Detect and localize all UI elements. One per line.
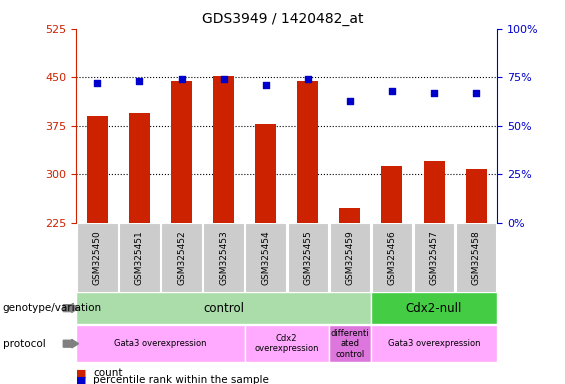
Bar — [381, 167, 402, 223]
Bar — [288, 223, 328, 292]
Text: ■: ■ — [76, 368, 87, 378]
Bar — [329, 325, 371, 362]
Bar — [76, 293, 371, 324]
Point — [93, 80, 102, 86]
Point — [135, 78, 144, 84]
Bar — [129, 113, 150, 223]
Bar — [424, 161, 445, 223]
Text: protocol: protocol — [3, 339, 46, 349]
Text: Gata3 overexpression: Gata3 overexpression — [114, 339, 207, 348]
Point — [429, 90, 438, 96]
Point — [472, 90, 481, 96]
Text: GSM325452: GSM325452 — [177, 230, 186, 285]
Text: Cdx2-null: Cdx2-null — [406, 302, 462, 314]
Bar — [340, 208, 360, 223]
Text: GSM325457: GSM325457 — [429, 230, 438, 285]
Bar — [297, 81, 318, 223]
Bar — [371, 325, 497, 362]
Bar — [161, 223, 202, 292]
Text: GDS3949 / 1420482_at: GDS3949 / 1420482_at — [202, 12, 363, 25]
Bar — [466, 169, 486, 223]
Text: Gata3 overexpression: Gata3 overexpression — [388, 339, 480, 348]
Bar — [77, 223, 118, 292]
Bar — [245, 223, 286, 292]
Point — [345, 98, 354, 104]
Point — [261, 82, 270, 88]
Bar — [171, 81, 192, 223]
Bar — [414, 223, 454, 292]
Point — [219, 76, 228, 82]
Text: differenti
ated
control: differenti ated control — [331, 329, 369, 359]
Bar — [456, 223, 497, 292]
Point — [388, 88, 397, 94]
Text: GSM325455: GSM325455 — [303, 230, 312, 285]
Text: GSM325459: GSM325459 — [345, 230, 354, 285]
Text: Cdx2
overexpression: Cdx2 overexpression — [254, 334, 319, 353]
Bar — [372, 223, 412, 292]
Text: ■: ■ — [76, 375, 87, 384]
Bar — [255, 124, 276, 223]
Bar — [87, 116, 108, 223]
Text: GSM325456: GSM325456 — [388, 230, 397, 285]
Point — [303, 76, 312, 82]
Bar — [371, 293, 497, 324]
Bar — [76, 325, 245, 362]
Text: GSM325453: GSM325453 — [219, 230, 228, 285]
Text: count: count — [93, 368, 123, 378]
Text: GSM325450: GSM325450 — [93, 230, 102, 285]
Text: GSM325451: GSM325451 — [135, 230, 144, 285]
Bar — [213, 76, 234, 223]
Text: genotype/variation: genotype/variation — [3, 303, 102, 313]
Point — [177, 76, 186, 82]
Bar — [119, 223, 160, 292]
Text: control: control — [203, 302, 244, 314]
Text: GSM325454: GSM325454 — [261, 230, 270, 285]
Bar — [329, 223, 370, 292]
Bar — [203, 223, 244, 292]
Text: percentile rank within the sample: percentile rank within the sample — [93, 375, 269, 384]
Bar — [245, 325, 329, 362]
Text: GSM325458: GSM325458 — [472, 230, 481, 285]
